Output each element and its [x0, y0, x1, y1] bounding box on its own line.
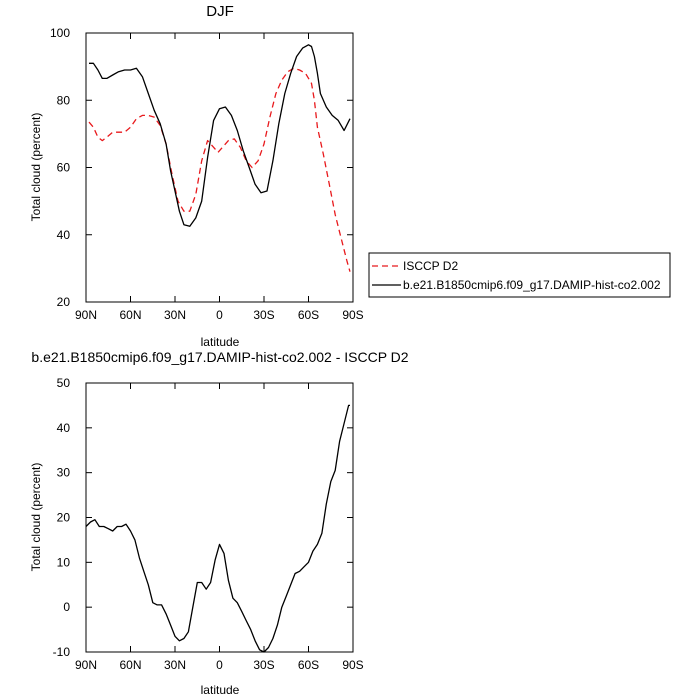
legend-label-isccp: ISCCP D2 — [403, 259, 458, 273]
bottom-x-tick-label: 60S — [298, 658, 319, 672]
bottom-x-axis-label: latitude — [201, 683, 240, 697]
top-y-axis-label: Total cloud (percent) — [29, 113, 43, 222]
top-x-axis-ticks: 90N 60N 30N 0 30S 60S 90S — [75, 33, 364, 322]
bottom-y-tick-label: -10 — [53, 645, 71, 659]
top-chart-title: DJF — [206, 3, 234, 20]
bottom-x-tick-label: 90S — [342, 658, 363, 672]
bottom-y-tick-label: 40 — [57, 421, 71, 435]
top-x-tick-label: 90N — [75, 308, 97, 322]
top-y-tick-label: 40 — [57, 228, 71, 242]
bottom-y-axis-ticks: -10 0 10 20 30 40 50 — [53, 376, 353, 659]
bottom-x-tick-label: 60N — [119, 658, 141, 672]
bottom-y-tick-label: 20 — [57, 511, 71, 525]
top-panel: DJF 90N 60N 30N 0 30S 60S 90S 20 40 60 80 100 lati… — [29, 3, 364, 349]
top-x-tick-label: 60S — [298, 308, 319, 322]
top-x-tick-label: 0 — [216, 308, 223, 322]
top-x-axis-label: latitude — [201, 335, 240, 349]
bottom-series-line-0 — [85, 404, 350, 653]
top-y-tick-label: 20 — [57, 295, 71, 309]
bottom-y-tick-label: 50 — [57, 376, 71, 390]
top-y-tick-label: 100 — [50, 26, 70, 40]
top-y-tick-label: 60 — [57, 161, 71, 175]
top-series-line-1 — [89, 44, 351, 227]
top-x-tick-label: 30S — [253, 308, 274, 322]
bottom-plot-frame — [85, 382, 354, 653]
top-y-tick-label: 80 — [57, 93, 71, 107]
top-x-tick-label: 30N — [164, 308, 186, 322]
legend-label-model: b.e21.B1850cmip6.f09_g17.DAMIP-hist-co2.… — [403, 278, 661, 292]
top-plot-frame — [85, 32, 354, 303]
bottom-panel: b.e21.B1850cmip6.f09_g17.DAMIP-hist-co2.… — [29, 349, 409, 697]
bottom-x-tick-label: 90N — [75, 658, 97, 672]
legend: ISCCP D2 b.e21.B1850cmip6.f09_g17.DAMIP-… — [368, 252, 671, 298]
bottom-y-tick-label: 10 — [57, 555, 71, 569]
bottom-y-tick-label: 0 — [63, 600, 70, 614]
bottom-x-tick-label: 30N — [164, 658, 186, 672]
legend-box — [368, 252, 671, 298]
top-plot-lines — [88, 44, 351, 272]
top-x-tick-label: 90S — [342, 308, 363, 322]
bottom-x-tick-label: 0 — [216, 658, 223, 672]
top-series-line-0 — [88, 67, 351, 272]
bottom-chart-title: b.e21.B1850cmip6.f09_g17.DAMIP-hist-co2.… — [31, 349, 408, 365]
top-x-tick-label: 60N — [119, 308, 141, 322]
bottom-y-tick-label: 30 — [57, 466, 71, 480]
bottom-x-tick-label: 30S — [253, 658, 274, 672]
bottom-x-axis-ticks: 90N 60N 30N 0 30S 60S 90S — [75, 383, 364, 672]
bottom-plot-lines — [85, 404, 350, 653]
bottom-y-axis-label: Total cloud (percent) — [29, 463, 43, 572]
top-y-axis-ticks: 20 40 60 80 100 — [50, 26, 353, 309]
